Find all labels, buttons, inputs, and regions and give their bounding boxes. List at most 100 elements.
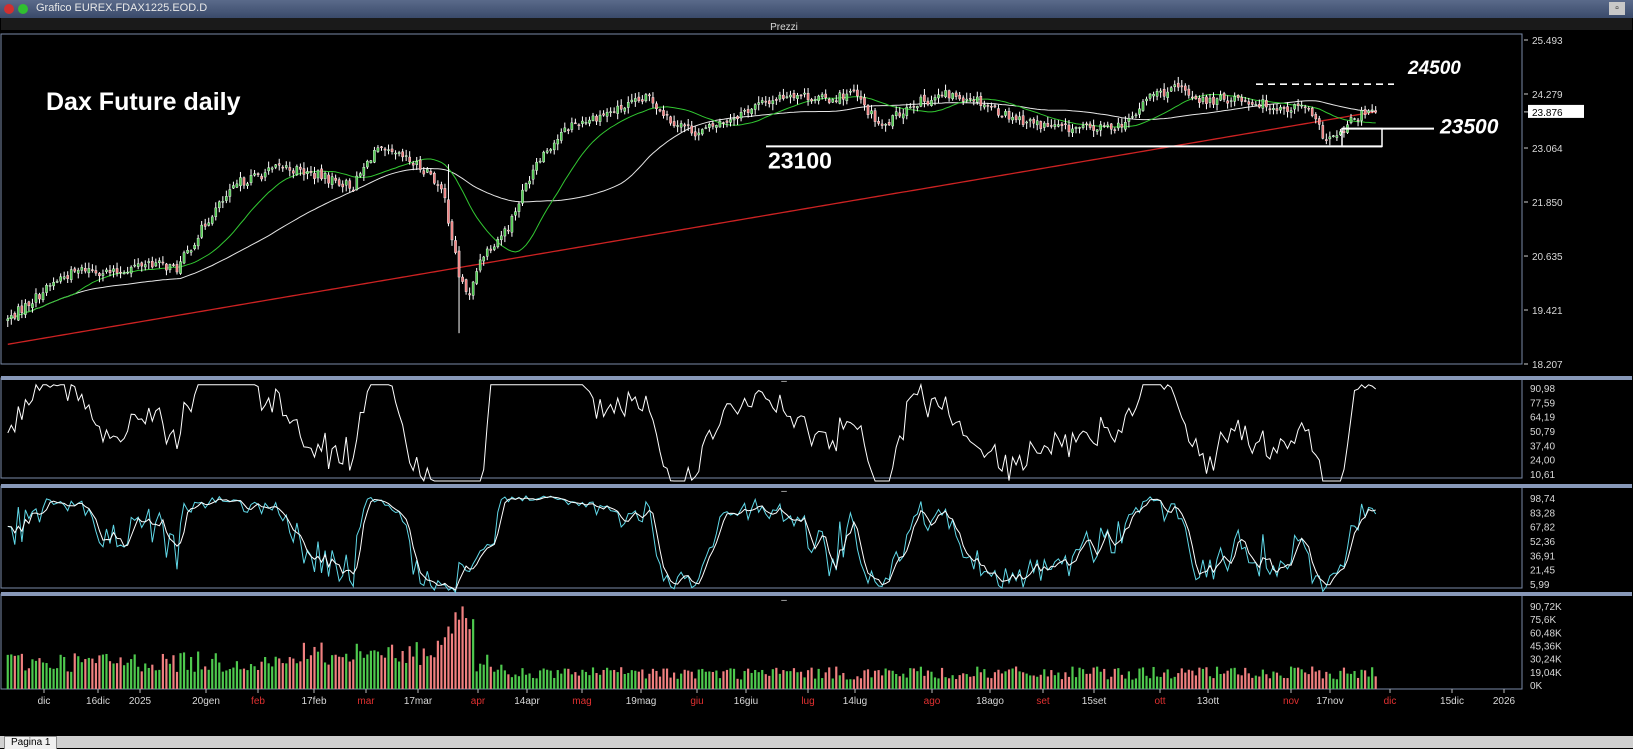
restore-button[interactable]: ▫ [1609,2,1625,15]
candle-body [1215,98,1219,105]
candle-body [662,110,665,116]
candle-body [1236,95,1240,98]
volume-bar [1364,670,1367,689]
candle-body [556,139,560,145]
candle-body [295,166,299,175]
volume-bar [334,654,337,689]
volume-bar [228,669,231,689]
volume-bar [256,669,260,689]
time-tick-label: 19mag [626,696,657,707]
candle-body [528,180,531,185]
volume-bar [1166,669,1169,689]
volume-bar [1215,666,1219,689]
candle-body [517,203,521,212]
ma-short-line [7,93,1376,320]
volume-bar [556,670,559,689]
volume-bar [38,658,41,689]
volume-bar [1349,673,1353,689]
volume-bar [902,673,905,689]
candle-body [743,109,746,112]
volume-bar [644,678,647,689]
candle-body [136,263,140,267]
maximize-dot-icon[interactable] [18,4,28,14]
volume-bar [70,671,73,689]
candle-body [630,99,634,103]
volume-bar [59,654,62,689]
volume-bar [338,656,341,689]
volume-bar [669,677,672,689]
volume-bar [454,612,457,689]
chart-area[interactable]: 24500 23500 23100 25.493 24.279 23.876 23.064… [0,18,1633,736]
volume-bar [549,670,552,689]
volume-bar [1046,676,1049,689]
candle-body [954,92,958,97]
candle-body [390,148,394,152]
volume-bar [524,674,528,689]
candle-body [341,183,344,188]
candle-body [73,268,77,272]
candle-body [912,106,916,108]
volume-bar [440,644,443,689]
candle-body [485,248,489,257]
price-tick-label: 25.493 [1532,36,1563,47]
volume-bar [1074,677,1078,689]
price-tick-label: 20.635 [1532,252,1563,263]
volume-bar [398,661,401,689]
candle-body [870,110,873,115]
volume-bar [789,671,792,689]
candle-body [701,129,704,135]
candle-body [66,275,69,279]
rsi-tick-label: 77,59 [1530,398,1555,409]
volume-bar [835,666,838,689]
volume-bar [1064,672,1067,689]
candle-body [1265,100,1268,108]
volume-bar [207,669,210,689]
candle-body [827,99,831,103]
candle-body [232,185,235,189]
volume-bar [546,669,549,689]
volume-bar [602,669,605,689]
volume-bar [1374,676,1377,689]
volume-bar [891,670,894,689]
volume-bar [958,675,961,689]
volume-bar [119,657,122,689]
volume-bar [383,657,387,689]
volume-bar [1208,676,1212,689]
candle-body [1134,114,1138,117]
volume-bar [634,670,637,689]
time-tick-label: 14lug [843,696,867,707]
volume-bar [306,658,309,689]
volume-bar [574,672,577,689]
candle-body [715,125,718,128]
candle-body [105,269,108,272]
volume-bar [27,668,31,689]
candle-body [944,90,947,98]
volume-bar [415,642,418,689]
candle-body [351,189,355,192]
candle-body [1078,127,1081,129]
candle-body [1004,111,1007,116]
candle-body [658,109,662,112]
candle-body [619,104,623,110]
tab-page-1[interactable]: Pagina 1 [4,736,58,749]
candle-body [1060,123,1064,126]
volume-bar [341,657,344,689]
volume-bar [849,679,852,689]
volume-bar [912,668,915,689]
volume-bar [1353,671,1356,689]
volume-bar [77,656,80,689]
volume-bar [13,655,16,689]
candle-body [686,124,690,126]
candle-body [930,100,933,106]
candle-body [112,268,115,272]
candle-body [397,152,401,155]
volume-bar [1289,666,1293,689]
volume-bar [503,670,506,689]
volume-bar [20,653,23,689]
close-dot-icon[interactable] [4,4,14,14]
candle-body [478,259,482,271]
candle-body [1187,88,1191,96]
candle-body [1201,97,1205,102]
volume-bar [493,671,496,689]
volume-bar [345,653,348,689]
